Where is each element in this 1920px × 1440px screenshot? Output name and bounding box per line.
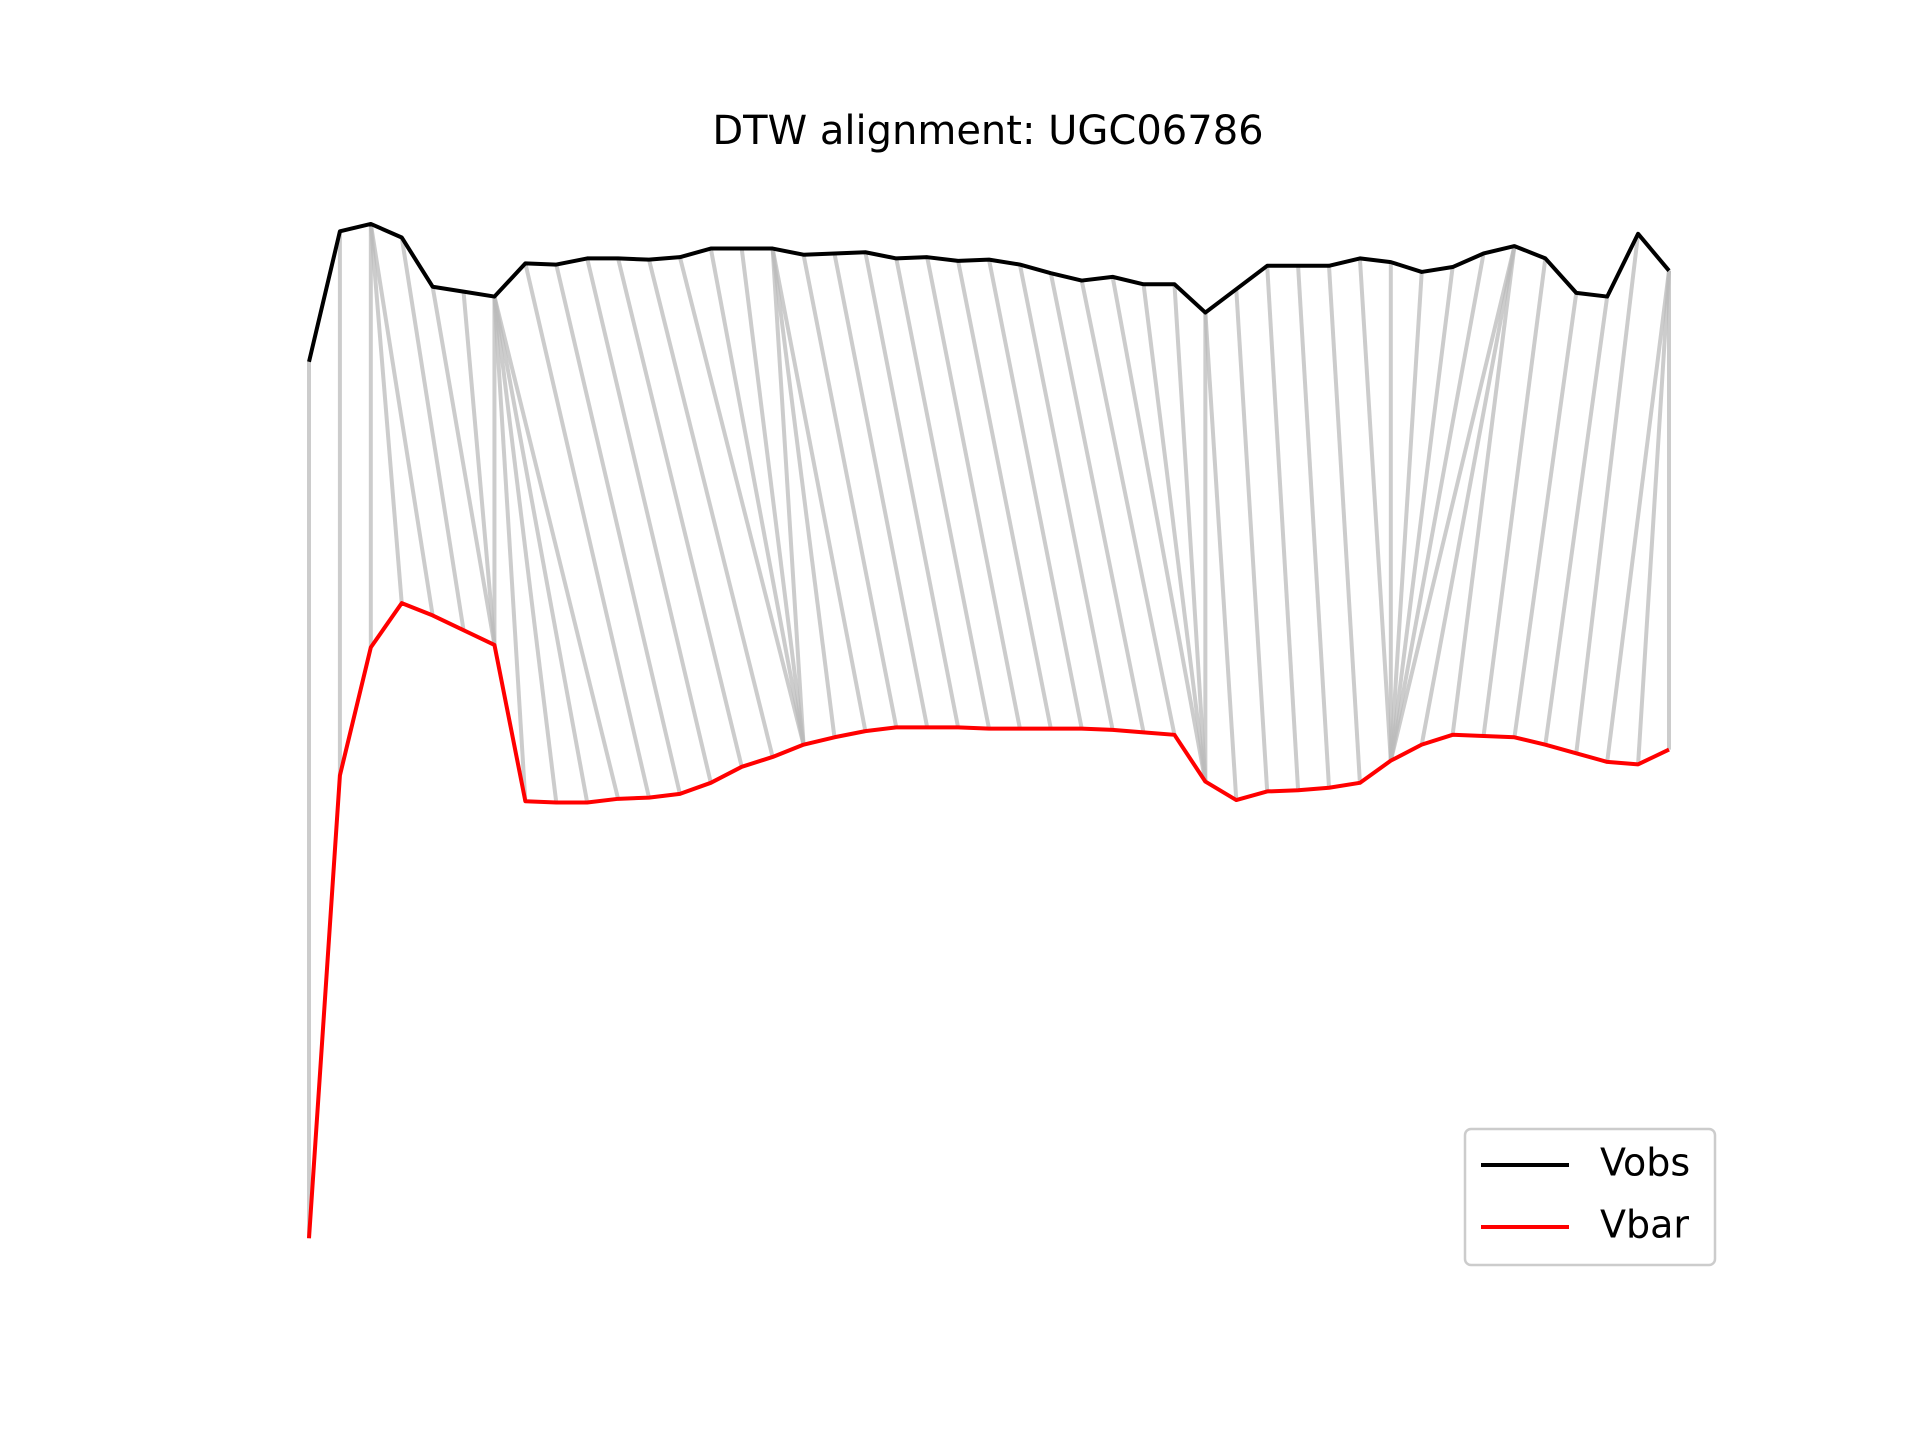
alignment-line bbox=[616, 257, 744, 768]
alignment-line bbox=[492, 296, 528, 802]
alignment-line bbox=[492, 296, 621, 800]
alignment-line bbox=[1543, 296, 1610, 745]
alignment-line bbox=[987, 259, 1084, 730]
series-line bbox=[307, 601, 1670, 1239]
alignment-line bbox=[1388, 266, 1455, 761]
alignment-line bbox=[832, 253, 930, 728]
alignment-line bbox=[1172, 284, 1208, 782]
alignment-line bbox=[492, 296, 590, 803]
legend-label: Vbar bbox=[1600, 1203, 1689, 1247]
alignment-line bbox=[492, 296, 559, 803]
alignment-line bbox=[1481, 258, 1548, 737]
alignment-line bbox=[399, 237, 466, 631]
alignment-line bbox=[1234, 289, 1270, 792]
alignment-line bbox=[1388, 271, 1424, 761]
alignment-line bbox=[1203, 312, 1239, 801]
alignment-line bbox=[708, 248, 806, 746]
alignment-line bbox=[523, 262, 651, 799]
alignment-line bbox=[677, 256, 806, 746]
alignment-line bbox=[1265, 265, 1301, 791]
alignment-line bbox=[1079, 280, 1177, 736]
series-line bbox=[307, 221, 1671, 363]
alignment-line bbox=[894, 258, 991, 730]
alignment-line bbox=[1357, 258, 1393, 761]
alignment-line bbox=[1327, 265, 1362, 783]
alignment-line bbox=[739, 248, 806, 745]
alignment-line bbox=[1388, 253, 1486, 762]
alignment-line bbox=[647, 259, 775, 758]
alignment-line bbox=[1605, 270, 1671, 763]
alignment-line bbox=[1450, 245, 1517, 736]
alignment-line bbox=[863, 251, 961, 728]
legend-label: Vobs bbox=[1600, 1141, 1690, 1185]
alignment-line bbox=[368, 223, 435, 616]
alignment-line bbox=[1636, 270, 1671, 765]
alignment-line bbox=[585, 257, 713, 784]
alignment-line bbox=[1110, 276, 1208, 782]
alignment-line bbox=[430, 286, 497, 646]
alignment-line bbox=[1017, 264, 1115, 731]
alignment-line bbox=[956, 260, 1053, 730]
alignment-line bbox=[1141, 284, 1208, 782]
alignment-line bbox=[801, 254, 899, 728]
alignment-line bbox=[770, 248, 837, 738]
alignment-line bbox=[1048, 272, 1146, 733]
alignment-line bbox=[1512, 292, 1579, 738]
alignment-line bbox=[461, 291, 497, 646]
alignment-line bbox=[368, 223, 404, 604]
alignment-line bbox=[770, 248, 806, 745]
alignment-line bbox=[925, 256, 1022, 730]
alignment-line bbox=[1574, 233, 1641, 754]
alignment-line bbox=[554, 264, 682, 795]
alignment-line bbox=[770, 248, 868, 732]
alignment-line bbox=[1388, 245, 1517, 762]
alignment-line bbox=[1419, 245, 1517, 746]
chart-title: DTW alignment: UGC06786 bbox=[712, 108, 1263, 154]
alignment-line bbox=[1296, 265, 1331, 788]
